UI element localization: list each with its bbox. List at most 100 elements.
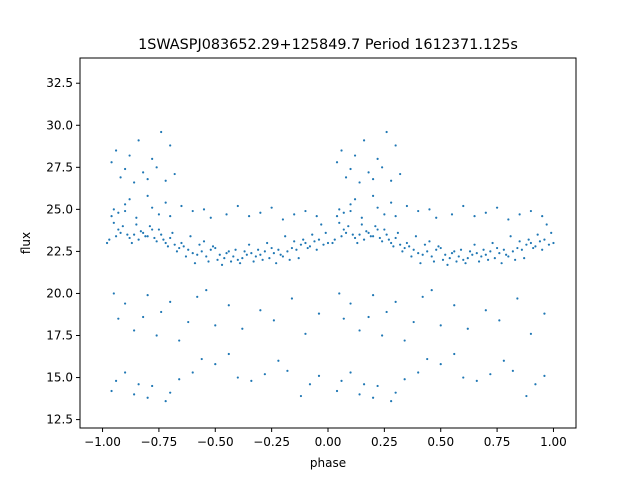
data-point (288, 258, 291, 261)
data-point (281, 255, 285, 258)
data-point (207, 260, 210, 263)
data-point (365, 230, 368, 233)
data-point (378, 236, 381, 240)
data-point (189, 235, 192, 238)
data-point (462, 258, 465, 261)
data-point (417, 251, 420, 255)
data-point (286, 369, 289, 372)
data-point (421, 295, 424, 298)
data-point (110, 161, 113, 164)
data-point (507, 218, 510, 221)
data-point (317, 312, 321, 315)
data-point (387, 238, 390, 241)
data-point (450, 251, 454, 255)
data-point (342, 228, 345, 231)
data-point (130, 241, 133, 245)
data-point (360, 216, 363, 219)
data-point (151, 228, 154, 231)
data-point (403, 378, 406, 381)
data-point (326, 241, 330, 245)
data-point (324, 231, 327, 235)
data-point (360, 223, 363, 226)
data-point (495, 206, 499, 209)
data-point (331, 241, 334, 245)
data-point (105, 241, 109, 245)
data-point (349, 209, 352, 213)
data-point (459, 248, 463, 251)
data-point (342, 317, 345, 320)
data-point (401, 250, 404, 253)
data-point (164, 201, 167, 204)
x-tick-label: −1.00 (84, 435, 121, 449)
data-point (552, 241, 555, 245)
data-point (349, 203, 352, 206)
data-point (200, 250, 203, 253)
data-point (164, 399, 167, 403)
y-tick-label: 30.0 (46, 118, 73, 132)
data-point (423, 243, 427, 246)
data-point (171, 231, 174, 235)
data-point (245, 253, 248, 256)
y-axis-label: flux (19, 232, 33, 254)
data-point (403, 339, 406, 342)
data-point (547, 243, 551, 246)
data-point (374, 225, 377, 228)
data-point (160, 233, 163, 236)
data-point (320, 223, 323, 226)
data-point (114, 235, 118, 238)
data-point (114, 379, 118, 383)
data-point (385, 130, 388, 134)
data-point (112, 292, 115, 295)
data-point (419, 262, 422, 265)
data-point (421, 253, 424, 256)
data-point (534, 383, 537, 386)
data-point (295, 248, 298, 251)
x-tick-label: 0.75 (484, 435, 511, 449)
data-point (498, 319, 501, 322)
data-point (349, 371, 352, 374)
data-point (135, 216, 138, 219)
data-point (205, 255, 208, 258)
data-point (335, 214, 339, 218)
data-point (133, 181, 136, 184)
data-point (514, 258, 517, 261)
data-point (180, 241, 183, 245)
data-point (516, 246, 519, 250)
data-point (340, 235, 343, 238)
data-point (151, 157, 154, 161)
data-point (441, 258, 445, 261)
data-point (193, 262, 197, 265)
data-point (371, 294, 375, 297)
data-point (502, 359, 505, 362)
data-point (412, 320, 415, 324)
data-point (157, 213, 161, 216)
data-point (428, 240, 431, 243)
chart-title: 1SWASPJ083652.29+125849.7 Period 1612371… (138, 37, 518, 53)
data-point (299, 394, 303, 398)
data-point (112, 208, 115, 211)
data-point (462, 204, 465, 208)
data-point (110, 389, 113, 393)
data-point (545, 223, 548, 226)
data-point (369, 235, 372, 238)
data-point (155, 334, 158, 337)
data-point (405, 241, 409, 245)
data-point (344, 231, 348, 235)
data-point (218, 253, 221, 256)
data-point (381, 240, 384, 243)
data-point (525, 394, 528, 398)
data-point (394, 144, 397, 147)
data-point (383, 213, 386, 216)
data-point (272, 319, 275, 322)
data-point (259, 309, 262, 312)
data-point (475, 251, 478, 255)
data-point (439, 246, 442, 250)
data-point (135, 223, 138, 226)
data-point (169, 144, 172, 147)
data-point (126, 233, 129, 236)
data-point (315, 248, 318, 251)
x-axis-label: phase (310, 456, 346, 470)
data-point (178, 378, 181, 381)
data-point (349, 167, 352, 171)
data-point (114, 149, 118, 152)
